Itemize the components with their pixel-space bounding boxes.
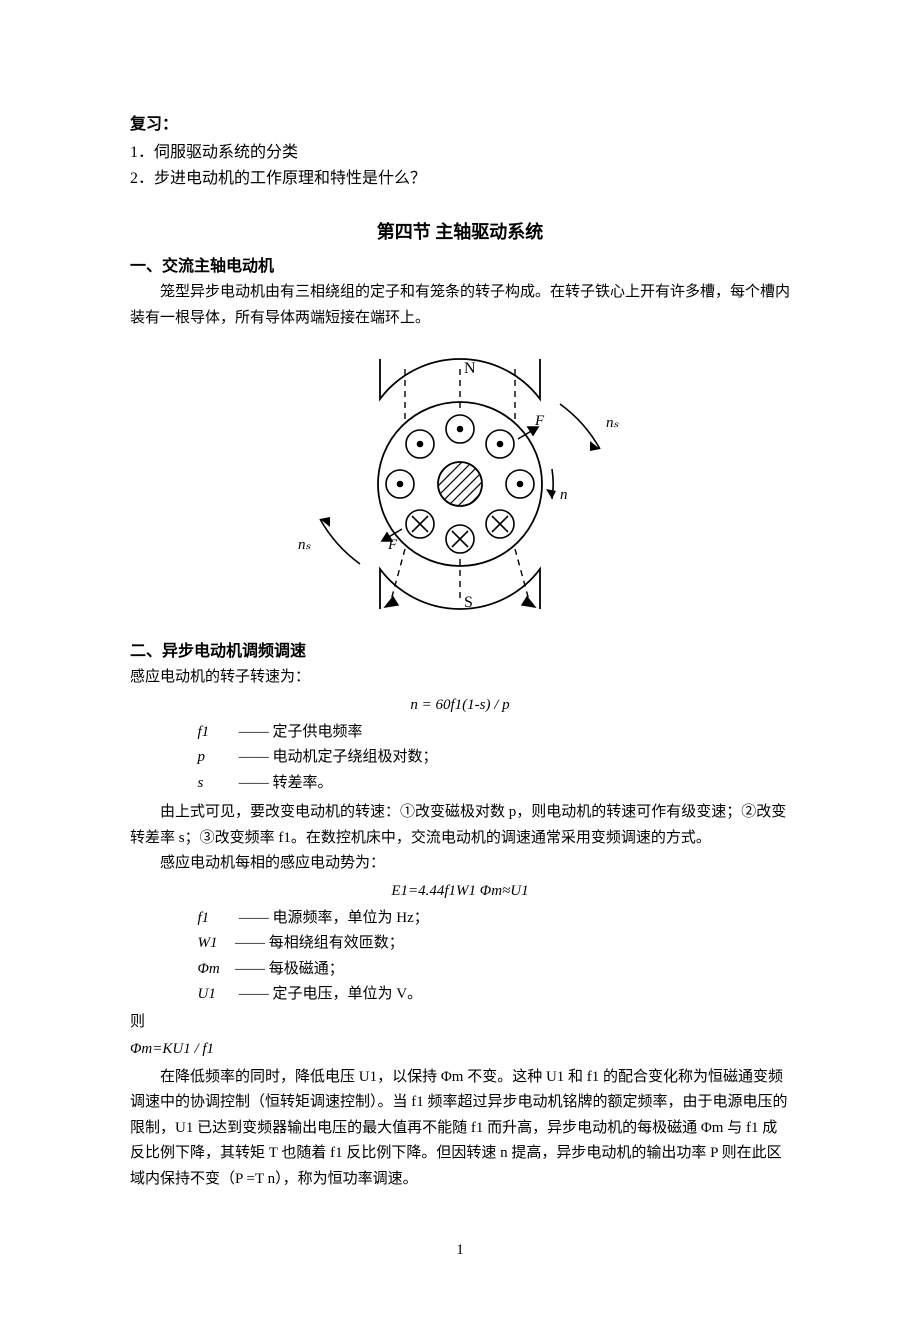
def2-f1-text: —— 电源频率，单位为 Hz；: [235, 910, 429, 926]
para-speed-change: 由上式可见，要改变电动机的转速：①改变磁极对数 p，则电动机的转速可作有级变速；…: [130, 800, 790, 851]
subheading-freq-control: 二、异步电动机调频调速: [130, 637, 790, 661]
label-ns2: nₛ: [298, 537, 312, 553]
def2-f1: f1 —— 电源频率，单位为 Hz；: [198, 906, 791, 932]
label-ns1: nₛ: [606, 415, 620, 431]
subheading-ac-motor: 一、交流主轴电动机: [130, 252, 790, 276]
document-page: 复习： 1．伺服驱动系统的分类 2．步进电动机的工作原理和特性是什么？ 第四节 …: [0, 0, 920, 1319]
formula-emf: E1=4.44f1W1 Φm≈U1: [130, 883, 790, 900]
label-N: N: [464, 360, 476, 377]
para-then: 则: [130, 1010, 790, 1036]
sym2-phim: Φm: [198, 957, 236, 983]
def-s-text: —— 转差率。: [235, 775, 333, 791]
rotor-diagram: N S F F nₛ nₛ n: [260, 349, 660, 619]
def2-u1: U1 —— 定子电压，单位为 V。: [198, 982, 791, 1008]
def2-w1: W1—— 每相绕组有效匝数；: [198, 931, 791, 957]
sym-s: s: [198, 771, 236, 797]
def-p-text: —— 电动机定子绕组极对数；: [235, 749, 438, 765]
section4-title: 第四节 主轴驱动系统: [130, 218, 790, 244]
def-f1-text: —— 定子供电频率: [235, 724, 363, 740]
sym2-f1: f1: [198, 906, 236, 932]
sym2-u1: U1: [198, 982, 236, 1008]
def2-w1-text: —— 每相绕组有效匝数；: [235, 935, 404, 951]
sym2-w1: W1: [198, 931, 236, 957]
para-vf-control: 在降低频率的同时，降低电压 U1，以保持 Φm 不变。这种 U1 和 f1 的配…: [130, 1065, 790, 1193]
def-s: s —— 转差率。: [198, 771, 791, 797]
def2-u1-text: —— 定子电压，单位为 V。: [235, 986, 422, 1002]
def2-phim-text: —— 每极磁通；: [235, 961, 344, 977]
page-number: 1: [130, 1242, 790, 1259]
label-F1: F: [534, 413, 545, 429]
def-f1: f1 —— 定子供电频率: [198, 720, 791, 746]
def2-phim: Φm—— 每极磁通；: [198, 957, 791, 983]
label-F2: F: [387, 537, 398, 553]
sym-p: p: [198, 745, 236, 771]
review-item-2: 2．步进电动机的工作原理和特性是什么？: [130, 164, 790, 188]
review-heading: 复习：: [130, 110, 790, 134]
label-n: n: [560, 487, 568, 503]
label-S: S: [464, 594, 473, 611]
review-item-1: 1．伺服驱动系统的分类: [130, 138, 790, 162]
sym-f1: f1: [198, 720, 236, 746]
para-ac-motor: 笼型异步电动机由有三相绕组的定子和有笼条的转子构成。在转子铁心上开有许多槽，每个…: [130, 280, 790, 331]
para-rotor-speed: 感应电动机的转子转速为：: [130, 665, 790, 691]
formula-phimk: Φm=KU1 / f1: [130, 1037, 790, 1063]
def-p: p —— 电动机定子绕组极对数；: [198, 745, 791, 771]
para-emf: 感应电动机每相的感应电动势为：: [130, 851, 790, 877]
formula-speed: n = 60f1(1-s) / p: [130, 697, 790, 714]
